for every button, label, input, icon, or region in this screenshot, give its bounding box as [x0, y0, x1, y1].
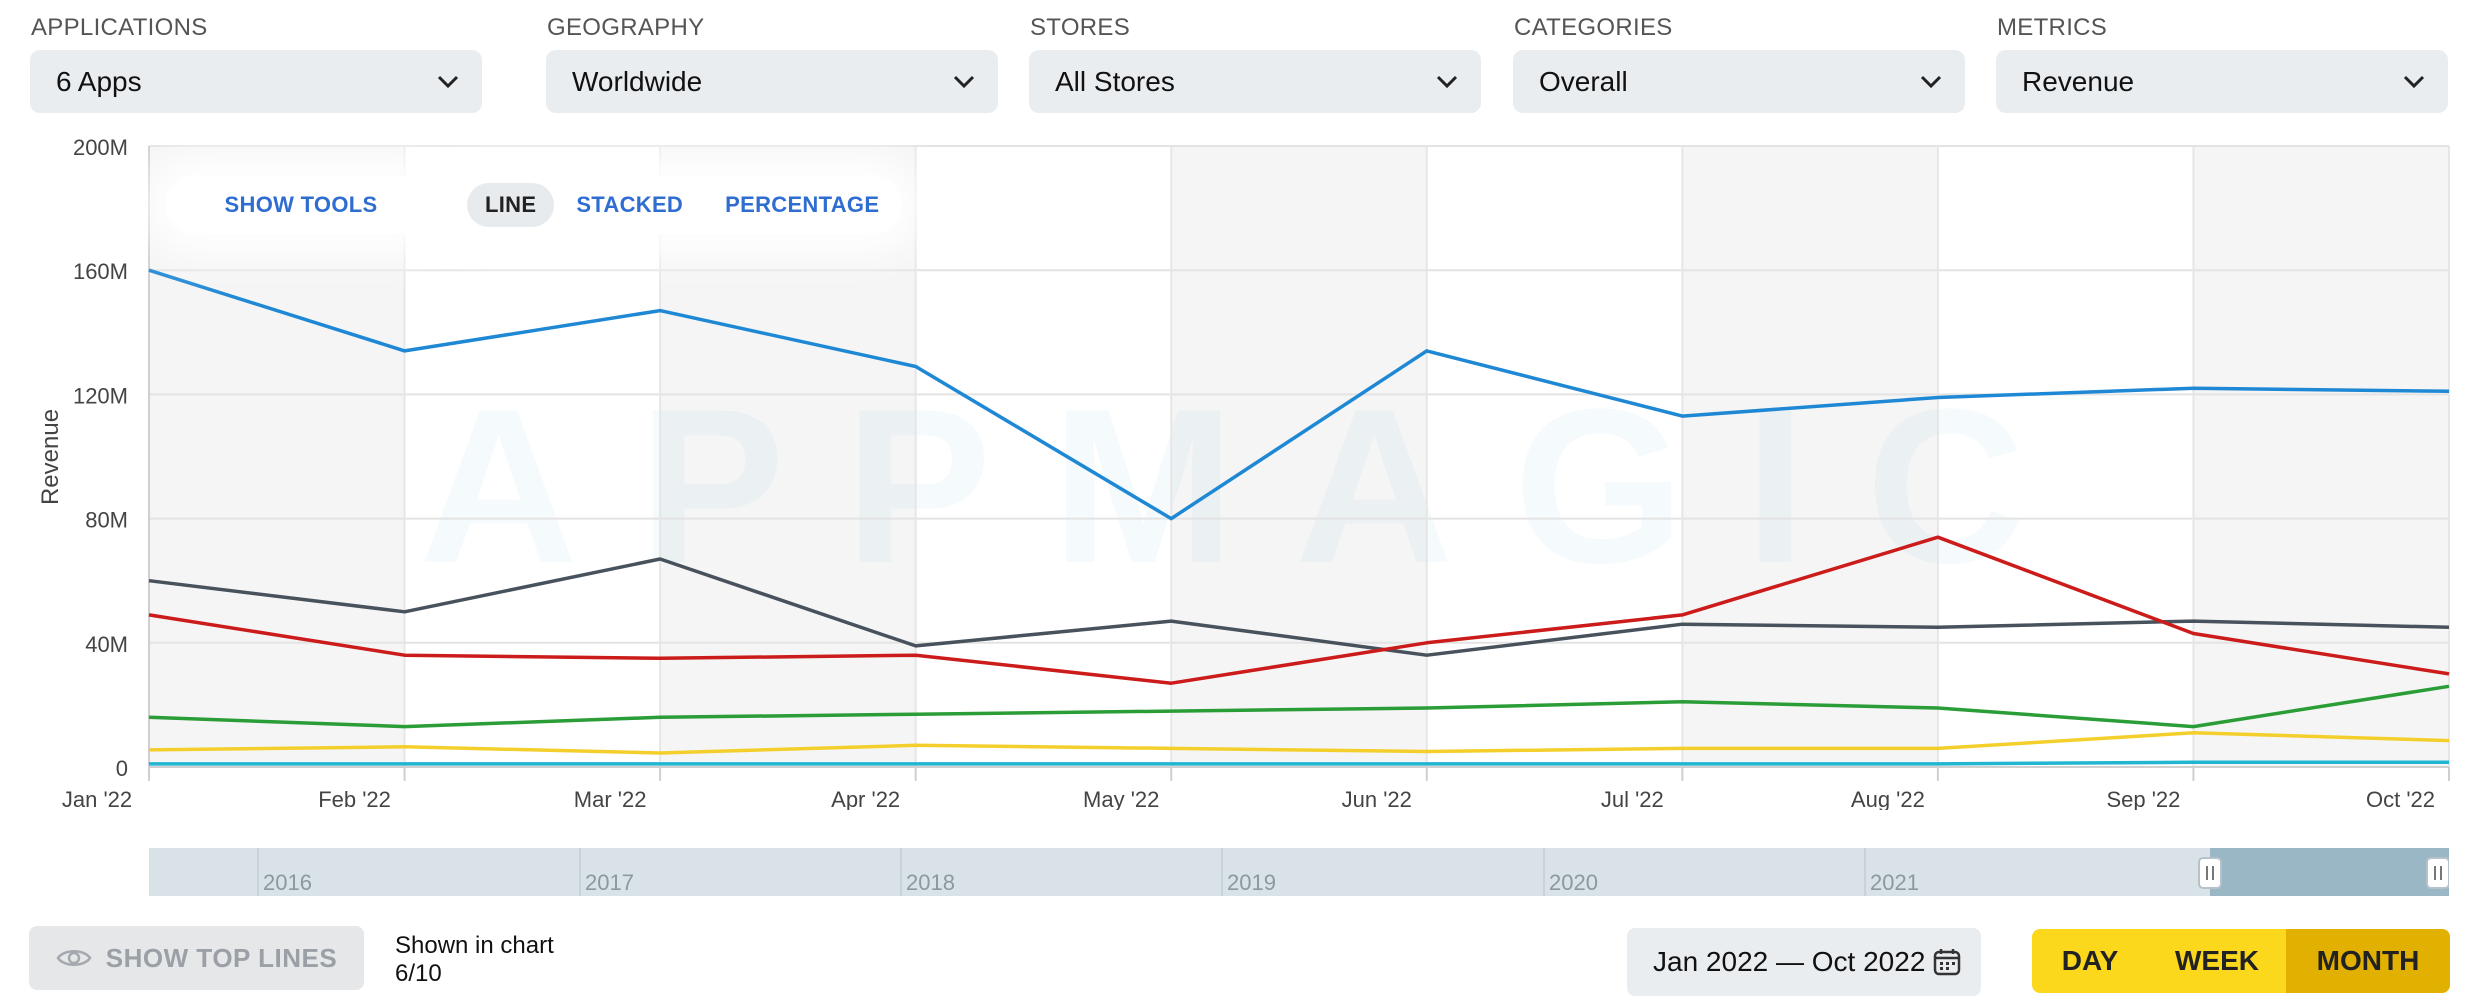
x-tick-label: Aug '22 [1851, 787, 1925, 810]
stores-select[interactable]: All Stores [1029, 50, 1481, 113]
navigator-selection[interactable] [2210, 848, 2449, 896]
navigator-handle-left[interactable] [2198, 857, 2222, 889]
bottom-bar: SHOW TOP LINES Shown in chart 6/10 Jan 2… [0, 920, 2479, 1008]
plot-band [1682, 146, 1938, 767]
show-tools-label: SHOW TOOLS [224, 192, 378, 217]
mode-line[interactable]: LINE [467, 183, 555, 227]
chevron-down-icon [437, 75, 459, 89]
mode-stacked[interactable]: STACKED [576, 192, 684, 217]
y-tick-label: 120M [73, 383, 128, 408]
navigator-year: 2017 [585, 870, 634, 895]
x-tick-label: Mar '22 [574, 787, 647, 810]
categories-value: Overall [1539, 65, 1628, 97]
series-line-2[interactable] [148, 557, 2450, 657]
shown-count: 6/10 [395, 960, 442, 987]
filter-bar: APPLICATIONS 6 Apps GEOGRAPHY Worldwide … [30, 0, 2450, 120]
plot-band [149, 146, 405, 767]
eye-icon [56, 950, 92, 966]
calendar-icon [1933, 949, 1961, 976]
navigator-year: 2021 [1870, 870, 1919, 895]
applications-select[interactable]: 6 Apps [30, 50, 482, 113]
stores-value: All Stores [1055, 65, 1175, 97]
filter-label: METRICS [1997, 14, 2108, 41]
metrics-select[interactable]: Revenue [1996, 50, 2448, 113]
x-tick-label: Sep '22 [2106, 787, 2180, 810]
navigator-year: 2020 [1549, 870, 1598, 895]
applications-value: 6 Apps [56, 65, 142, 97]
y-tick-label: 0 [116, 756, 128, 781]
show-top-lines-button[interactable]: SHOW TOP LINES [29, 926, 364, 990]
period-day[interactable]: DAY [2061, 945, 2119, 976]
filter-label: STORES [1030, 14, 1131, 41]
y-tick-label: 40M [85, 632, 128, 657]
navigator-year: 2016 [263, 870, 312, 895]
chevron-down-icon [953, 75, 975, 89]
filter-label: GEOGRAPHY [547, 14, 705, 41]
categories-select[interactable]: Overall [1513, 50, 1965, 113]
shown-label: Shown in chart [395, 932, 554, 959]
filter-label: APPLICATIONS [31, 14, 208, 41]
timeline-navigator[interactable]: 2016 2017 2018 2019 2020 2021 [149, 848, 2449, 896]
series-line-5[interactable] [148, 731, 2450, 755]
navigator-year: 2019 [1227, 870, 1276, 895]
chevron-down-icon [1436, 75, 1458, 89]
plot-band [2193, 146, 2449, 767]
date-range-picker[interactable]: Jan 2022 — Oct 2022 [1627, 928, 1981, 996]
x-tick-label: Feb '22 [318, 787, 391, 810]
geography-value: Worldwide [572, 65, 703, 97]
series-line-6[interactable] [149, 760, 2449, 766]
metrics-value: Revenue [2022, 65, 2135, 97]
x-tick-label: May '22 [1083, 787, 1159, 810]
show-top-lines-label: SHOW TOP LINES [105, 942, 338, 973]
series-line-1[interactable] [148, 268, 2450, 521]
y-tick-label: 160M [73, 259, 128, 284]
watermark: APPMAGIC [419, 363, 2085, 609]
filter-label: CATEGORIES [1514, 14, 1673, 41]
chevron-down-icon [1920, 75, 1942, 89]
series-line-3[interactable] [148, 535, 2450, 685]
revenue-chart: APPMAGIC 0 40M 80M 120M 160M 200M Jan '22 Feb … [0, 130, 2479, 810]
show-tools-button[interactable]: SHOW TOOLS [166, 176, 436, 234]
y-axis-label: Revenue [37, 409, 64, 505]
x-tick-label: Jul '22 [1601, 787, 1664, 810]
shown-in-chart: Shown in chart 6/10 [395, 932, 554, 988]
date-range-value: Jan 2022 — Oct 2022 [1653, 946, 1926, 977]
period-week[interactable]: WEEK [2175, 945, 2259, 976]
navigator-canvas: 2016 2017 2018 2019 2020 2021 [257, 848, 2449, 896]
navigator-year: 2018 [906, 870, 955, 895]
chart-mode-switch: LINE STACKED PERCENTAGE [457, 176, 901, 234]
x-tick-label: Jan '22 [62, 787, 132, 810]
mode-percentage[interactable]: PERCENTAGE [725, 192, 880, 217]
series-line-4[interactable] [148, 684, 2450, 729]
chart-canvas: APPMAGIC 0 40M 80M 120M 160M 200M Jan '22 Feb … [37, 135, 2450, 810]
navigator-handle-right[interactable] [2426, 857, 2449, 889]
period-switch: DAY WEEK MONTH [2032, 929, 2450, 993]
chevron-down-icon [2403, 75, 2425, 89]
y-tick-label: 200M [73, 135, 128, 160]
plot-band [660, 146, 916, 767]
x-tick-label: Jun '22 [1342, 787, 1412, 810]
x-tick-label: Apr '22 [831, 787, 900, 810]
period-month[interactable]: MONTH [2286, 929, 2450, 993]
y-tick-label: 80M [85, 508, 128, 533]
x-tick-label: Oct '22 [2366, 787, 2435, 810]
geography-select[interactable]: Worldwide [546, 50, 998, 113]
